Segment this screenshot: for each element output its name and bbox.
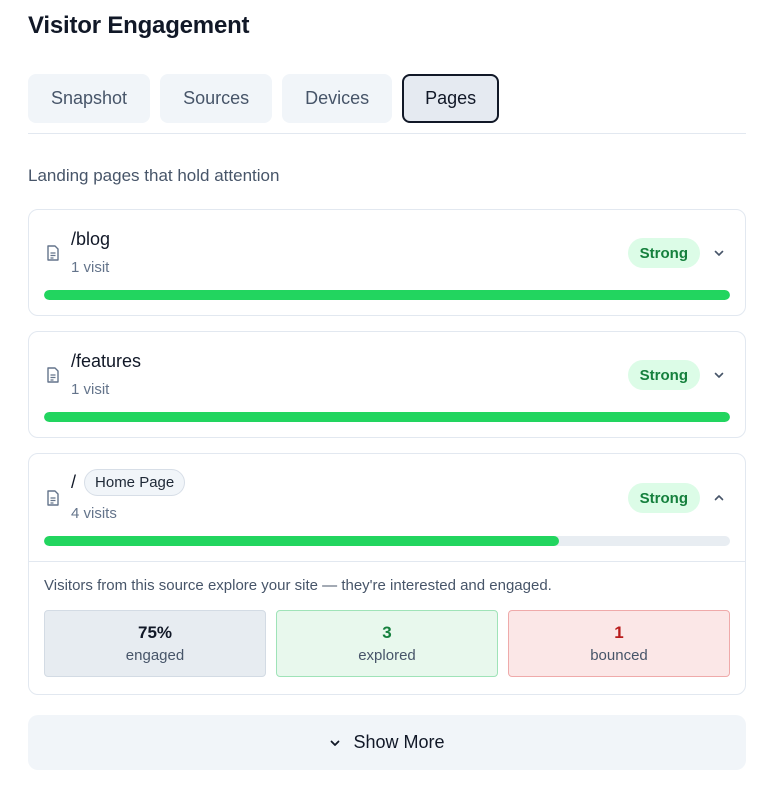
visit-count: 4 visits: [71, 505, 117, 522]
page-card-blog: /blog 1 visit Strong: [28, 209, 746, 316]
tab-pages[interactable]: Pages: [402, 74, 500, 123]
document-icon: [47, 367, 59, 383]
engagement-bar-fill: [44, 536, 559, 546]
stat-value: 3: [382, 623, 392, 642]
page-card-header[interactable]: /features 1 visit Strong: [29, 332, 745, 436]
status-badge: Strong: [627, 238, 700, 268]
tab-snapshot[interactable]: Snapshot: [28, 74, 151, 123]
stats-row: 75% engaged 3 explored 1 bounced: [44, 610, 730, 677]
chevron-down-icon[interactable]: [713, 247, 725, 259]
show-more-button[interactable]: Show More: [28, 715, 746, 770]
engagement-bar: [44, 412, 730, 422]
tab-bar: Snapshot Sources Devices Pages: [28, 74, 500, 123]
document-icon: [47, 245, 59, 261]
page-detail-panel: Visitors from this source explore your s…: [29, 561, 745, 691]
status-badge: Strong: [627, 360, 700, 390]
stat-value: 1: [614, 623, 624, 642]
stat-label: explored: [358, 647, 416, 664]
stat-explored: 3 explored: [276, 610, 498, 677]
chevron-down-icon: [331, 740, 340, 746]
chevron-down-icon[interactable]: [713, 369, 725, 381]
visit-count: 1 visit: [71, 381, 110, 398]
stat-bounced: 1 bounced: [508, 610, 730, 677]
stat-engaged: 75% engaged: [44, 610, 266, 677]
visit-count: 1 visit: [71, 259, 110, 276]
engagement-bar-fill: [44, 290, 730, 300]
home-page-tag: Home Page: [84, 469, 186, 496]
page-card-features: /features 1 visit Strong: [28, 331, 746, 438]
page-path: / Home Page: [71, 469, 186, 496]
stat-label: engaged: [125, 647, 185, 664]
page-path: /features: [71, 351, 142, 371]
section-subtitle: Landing pages that hold attention: [28, 166, 280, 185]
page-card-header[interactable]: / Home Page 4 visits Strong: [29, 454, 745, 561]
stat-value: 75%: [137, 623, 173, 642]
detail-description: Visitors from this source explore your s…: [44, 577, 552, 594]
show-more-label: Show More: [353, 732, 445, 752]
engagement-bar: [44, 290, 730, 300]
engagement-bar-fill: [44, 412, 730, 422]
document-icon: [47, 490, 59, 506]
page-path: /blog: [71, 229, 111, 249]
tab-sources[interactable]: Sources: [160, 74, 273, 123]
status-badge: Strong: [627, 483, 700, 513]
page-title: Visitor Engagement: [28, 12, 250, 39]
page-card-header[interactable]: /blog 1 visit Strong: [29, 210, 745, 314]
tab-devices[interactable]: Devices: [282, 74, 393, 123]
engagement-bar: [44, 536, 730, 546]
page-card-home: / Home Page 4 visits Strong Visitors fro…: [28, 453, 746, 695]
tab-divider: [28, 133, 746, 134]
chevron-up-icon[interactable]: [713, 492, 725, 504]
stat-label: bounced: [590, 647, 648, 664]
